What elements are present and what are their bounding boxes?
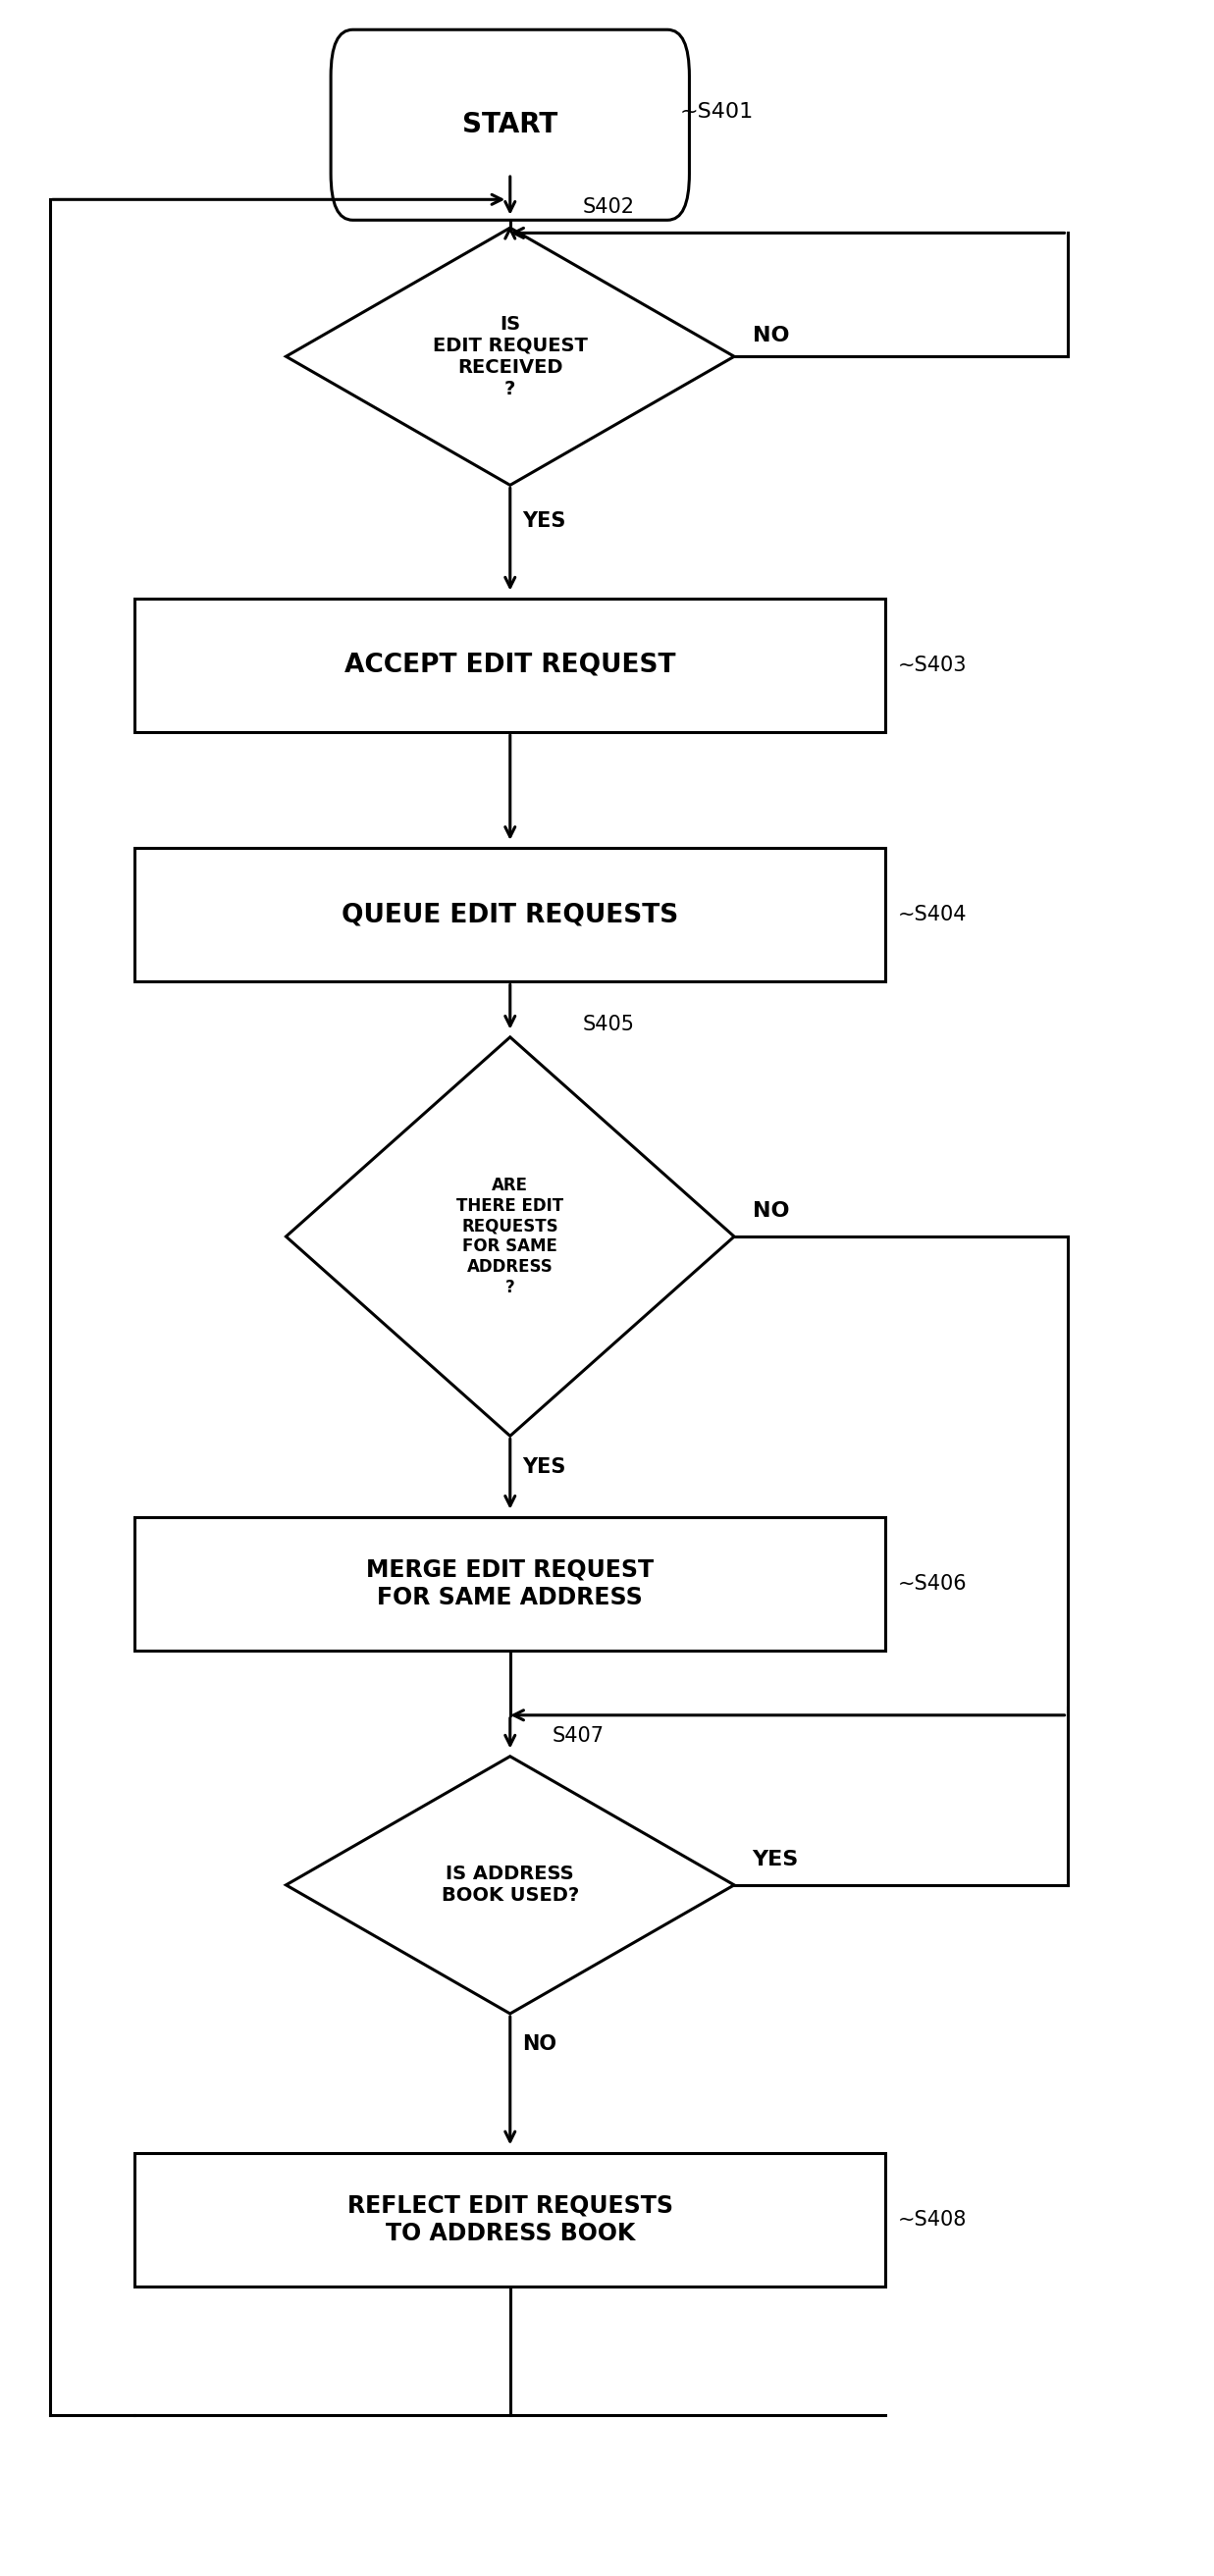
Text: REFLECT EDIT REQUESTS
TO ADDRESS BOOK: REFLECT EDIT REQUESTS TO ADDRESS BOOK [347, 2195, 673, 2246]
Text: NO: NO [753, 327, 789, 345]
Text: YES: YES [522, 513, 566, 531]
Polygon shape [287, 1038, 734, 1435]
Text: START: START [463, 111, 557, 139]
Text: NO: NO [522, 2035, 556, 2053]
Text: ~S403: ~S403 [897, 654, 966, 675]
Text: S405: S405 [583, 1015, 635, 1033]
Text: ~S401: ~S401 [680, 103, 754, 121]
Text: ~S408: ~S408 [897, 2210, 966, 2228]
Text: ARE
THERE EDIT
REQUESTS
FOR SAME
ADDRESS
?: ARE THERE EDIT REQUESTS FOR SAME ADDRESS… [456, 1177, 563, 1296]
Polygon shape [287, 227, 734, 484]
Text: S407: S407 [552, 1726, 605, 1747]
Text: ACCEPT EDIT REQUEST: ACCEPT EDIT REQUEST [345, 652, 676, 677]
Text: YES: YES [522, 1458, 566, 1476]
Bar [135, 2154, 885, 2287]
Text: IS
EDIT REQUEST
RECEIVED
?: IS EDIT REQUEST RECEIVED ? [432, 314, 588, 399]
Text: IS ADDRESS
BOOK USED?: IS ADDRESS BOOK USED? [441, 1865, 579, 1906]
Text: YES: YES [753, 1850, 799, 1870]
Text: ~S406: ~S406 [897, 1574, 968, 1595]
Text: MERGE EDIT REQUEST
FOR SAME ADDRESS: MERGE EDIT REQUEST FOR SAME ADDRESS [367, 1558, 654, 1610]
Bar [135, 1517, 885, 1651]
FancyBboxPatch shape [331, 31, 690, 219]
Bar [135, 598, 885, 732]
Text: QUEUE EDIT REQUESTS: QUEUE EDIT REQUESTS [341, 902, 679, 927]
Text: ~S404: ~S404 [897, 904, 966, 925]
Polygon shape [287, 1757, 734, 2014]
Text: S402: S402 [583, 198, 635, 216]
Text: NO: NO [753, 1200, 789, 1221]
Bar [135, 848, 885, 981]
